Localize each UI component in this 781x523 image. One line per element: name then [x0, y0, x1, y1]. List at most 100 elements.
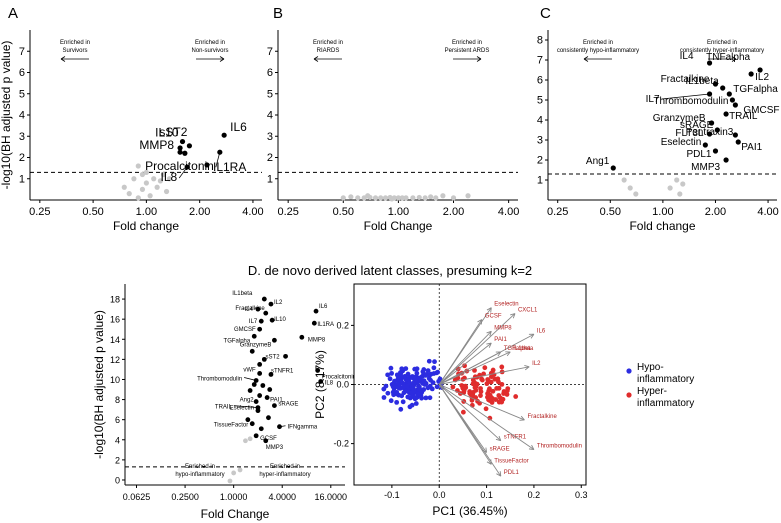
point-significant: [720, 85, 726, 91]
sample-point-hyper: [495, 379, 501, 385]
y-axis-title: PC2 (8.17%): [313, 350, 327, 419]
sample-point-hypo: [421, 378, 427, 384]
right-annotation-line2: consistently hyper-inflammatory: [680, 48, 764, 54]
point-significant: [255, 306, 261, 312]
point-label: FLT3L: [675, 128, 704, 139]
point-significant: [269, 317, 275, 323]
sample-point-hyper: [460, 409, 466, 415]
point-nonsignificant: [465, 193, 471, 199]
y-tick-label: 8: [537, 35, 543, 47]
y-tick-label: 4: [115, 435, 120, 445]
sample-point-hypo: [414, 366, 420, 372]
point-label: TNFalpha: [706, 52, 750, 63]
point-label: IL1RA: [213, 160, 246, 174]
point-significant: [261, 296, 267, 302]
point-significant: [263, 438, 269, 444]
point-significant: [318, 379, 324, 384]
point-label: Procalcitonin: [145, 159, 214, 173]
point-nonsignificant: [121, 184, 127, 190]
y-tick-label: 4: [537, 115, 543, 127]
sample-point-hyper: [493, 397, 499, 402]
legend-label-hyper-line2: inflammatory: [637, 398, 694, 409]
point-significant: [257, 393, 263, 398]
sample-point-hyper: [499, 381, 505, 387]
loading-arrowhead: [486, 342, 492, 348]
legend-swatch-hyper: [626, 392, 632, 398]
loading-arrow: [438, 384, 502, 477]
loading-arrow: [438, 313, 516, 385]
sample-point-hyper: [505, 386, 511, 392]
y-axis-title: -log10(BH adjusted p value): [92, 310, 106, 459]
point-nonsignificant: [677, 191, 683, 197]
sample-point-hypo: [430, 380, 436, 386]
sample-point-hypo: [394, 399, 400, 405]
loading-arrowhead: [477, 319, 483, 325]
sample-point-hyper: [470, 381, 476, 387]
point-label: IL1beta: [685, 76, 719, 87]
sample-point-hypo: [401, 390, 407, 396]
sample-point-hypo: [434, 384, 440, 390]
sample-point-hyper: [484, 381, 490, 387]
loading-arrow: [438, 319, 483, 385]
point-label: IL10: [274, 317, 286, 323]
panel-a: 1 2 3 4 5 6 7 0.25 0.50 1.00 2.00 4.00 Fold change -l…: [0, 30, 264, 233]
left-annotation-line1: Enriched in: [583, 40, 613, 46]
point-significant: [757, 67, 763, 73]
x-tick-label: 4.00: [498, 206, 519, 218]
point-label: MMP3: [266, 445, 284, 451]
sample-point-hypo: [406, 375, 412, 380]
y-tick-label: 1: [537, 175, 543, 187]
point-significant: [268, 372, 274, 377]
sample-point-hyper: [450, 384, 456, 390]
point-label: IL2: [274, 300, 283, 306]
sample-point-hypo: [399, 366, 405, 372]
y-tick-label: 2: [537, 155, 543, 167]
sample-point-hyper: [490, 388, 496, 394]
point-label: GMCSF: [743, 105, 779, 116]
y-tick-label: 2: [115, 455, 120, 465]
point-nonsignificant: [372, 195, 379, 201]
y-tick-label: 5: [19, 88, 25, 100]
point-nonsignificant: [143, 169, 149, 175]
y-tick-label: 3: [19, 131, 25, 143]
loading-arrowhead: [486, 330, 492, 337]
point-label: IL7: [249, 319, 258, 325]
point-nonsignificant: [378, 195, 384, 201]
point-nonsignificant: [126, 191, 132, 197]
loading-arrow: [439, 351, 511, 385]
y-tick-label: 6: [19, 67, 25, 79]
point-nonsignificant: [166, 176, 173, 182]
x-tick-label: 2.00: [705, 206, 726, 218]
sample-point-hypo: [409, 390, 415, 396]
loading-arrowhead: [528, 333, 535, 339]
sample-point-hypo: [423, 372, 428, 378]
x-tick-label: 0.0625: [123, 492, 151, 502]
left-arrow-head: [60, 56, 66, 62]
figure-title: D. de novo derived latent classes, presu…: [248, 263, 532, 278]
y-tick-label: 5: [537, 95, 543, 107]
loading-label: TGFalpha: [504, 346, 531, 352]
sample-point-hyper: [496, 393, 502, 398]
point-significant: [702, 142, 708, 148]
right-annotation-line2: Non-survivors: [191, 48, 228, 54]
loading-label: Eselectin: [494, 302, 518, 308]
panel-letter-b: B: [273, 5, 283, 22]
sample-point-hypo: [400, 399, 406, 405]
x-tick-label: 0.0: [433, 490, 446, 500]
sample-point-hyper: [478, 393, 483, 398]
point-label: PAI1: [270, 398, 283, 404]
point-nonsignificant: [131, 176, 137, 182]
loading-arrowhead: [524, 364, 530, 371]
left-arrow-head: [313, 56, 319, 62]
y-tick-label: 8: [115, 395, 120, 405]
right-annotation-line1: Enriched in: [270, 464, 300, 470]
sample-point-hyper: [494, 385, 500, 391]
point-label: IL1RA: [317, 322, 334, 328]
loading-arrow: [439, 351, 501, 385]
point-label: Fractalkine: [661, 74, 710, 85]
point-significant: [204, 162, 210, 168]
point-significant: [251, 333, 257, 339]
loading-arrowhead: [528, 444, 535, 450]
x-tick-label: 1.00: [652, 206, 673, 218]
sample-point-hypo: [412, 376, 418, 382]
